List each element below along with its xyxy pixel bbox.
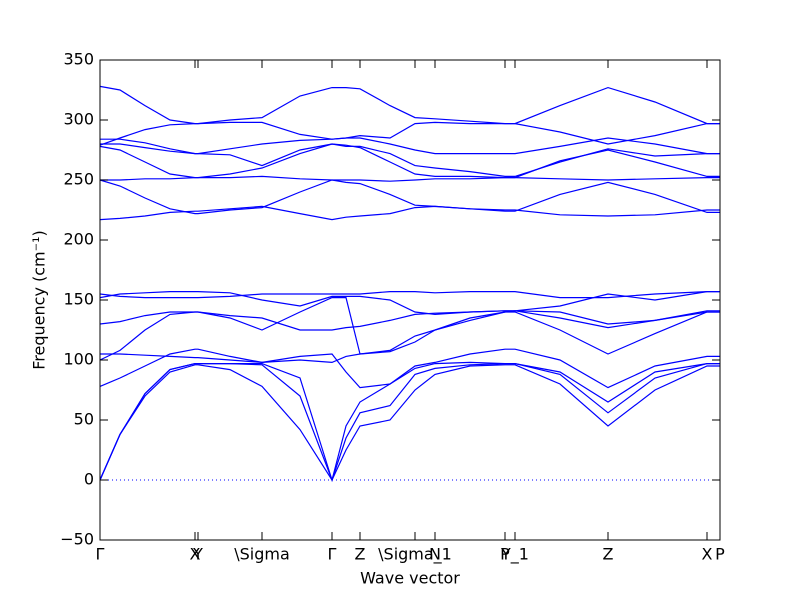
band-line (99, 85, 720, 125)
band-line (99, 179, 720, 215)
y-tick-label: 250 (63, 170, 94, 189)
band-line (100, 143, 720, 177)
x-tick-label: P (500, 545, 510, 564)
band-line (99, 364, 720, 482)
y-tick-label: 0 (84, 470, 94, 489)
band-line (99, 361, 720, 483)
y-tick-label: 100 (63, 350, 94, 369)
x-tick-label: Z (355, 545, 366, 564)
x-tick-label: \Sigma (234, 545, 290, 564)
band-line (99, 291, 720, 316)
x-axis-label: Wave vector (360, 569, 460, 588)
y-tick-label: 50 (74, 410, 94, 429)
x-tick-label: P (715, 545, 725, 564)
y-axis-label: Frequency (cm⁻¹) (30, 230, 49, 369)
x-tick-label: X (702, 545, 713, 564)
band-line (99, 310, 720, 331)
x-tick-label: X (190, 545, 201, 564)
band-line (99, 363, 720, 482)
x-tick-label: Y (192, 545, 203, 564)
y-tick-label: 350 (63, 50, 94, 69)
plot-frame (99, 59, 721, 541)
x-tick-label: Γ (96, 545, 105, 564)
band-line (100, 175, 720, 182)
x-tick-label: \Sigma_1 (378, 545, 452, 565)
band-line (100, 137, 720, 155)
y-tick-label: 150 (63, 290, 94, 309)
x-tick-label: Γ (328, 545, 337, 564)
band-line (99, 348, 720, 389)
x-tick-label: Y_1 (500, 545, 529, 565)
band-line (99, 291, 720, 299)
y-tick-label: −50 (60, 530, 94, 549)
y-tick-label: 300 (63, 110, 94, 129)
band-line (100, 310, 720, 364)
x-tick-label: Z (603, 545, 614, 564)
band-line (99, 297, 720, 361)
x-tick-label: N (429, 545, 441, 564)
band-line (99, 121, 720, 146)
y-tick-label: 200 (63, 230, 94, 249)
